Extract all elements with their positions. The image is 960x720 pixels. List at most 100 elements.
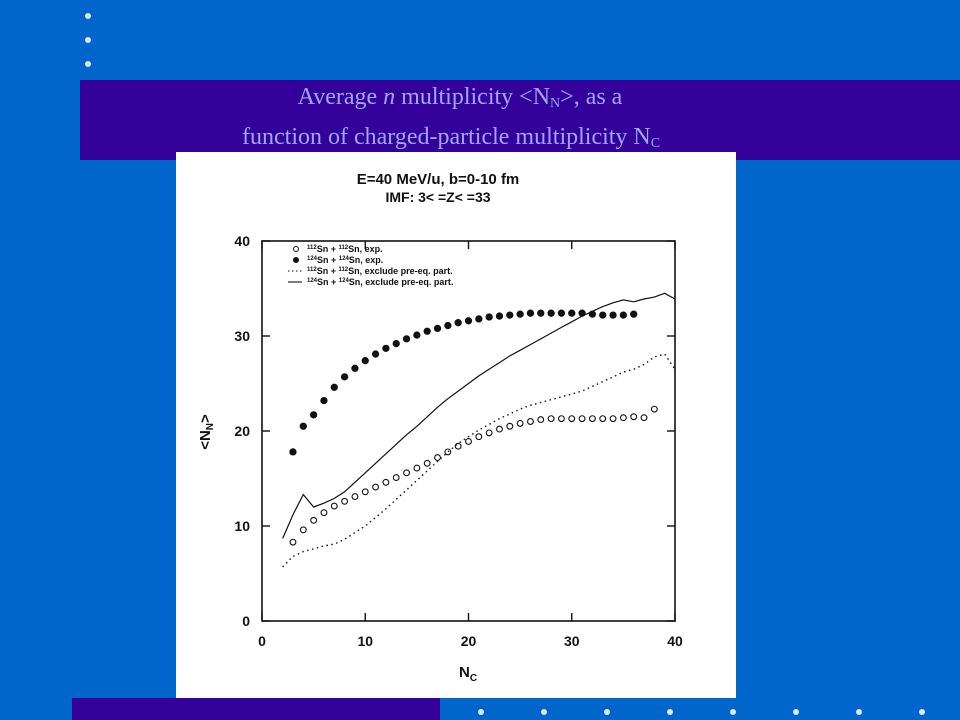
- y-tick-label: 0: [242, 613, 250, 629]
- point-112sn-exp: [351, 493, 359, 500]
- point-124sn-exp: [340, 373, 349, 381]
- point-112sn-exp: [392, 474, 400, 481]
- point-112sn-exp: [320, 509, 328, 517]
- chart-title: E=40 MeV/u, b=0-10 fm: [357, 171, 520, 188]
- point-124sn-exp: [382, 344, 390, 352]
- point-112sn-exp: [578, 415, 586, 423]
- point-112sn-exp: [310, 516, 318, 524]
- point-124sn-exp: [537, 309, 545, 317]
- point-112sn-exp: [506, 422, 514, 430]
- point-112sn-exp: [382, 478, 390, 486]
- point-124sn-exp: [433, 324, 442, 333]
- point-124sn-exp: [371, 350, 380, 358]
- point-124sn-exp: [464, 317, 473, 325]
- point-112sn-exp: [403, 469, 411, 477]
- point-112sn-exp: [289, 538, 297, 546]
- slide-title-line2: function of charged-particle multiplicit…: [242, 124, 661, 151]
- point-112sn-exp: [516, 419, 524, 427]
- decor-dot: [85, 13, 91, 19]
- point-112sn-exp: [423, 459, 431, 467]
- point-124sn-exp: [330, 383, 338, 391]
- point-124sn-exp: [609, 311, 617, 319]
- decor-dot: [793, 709, 799, 715]
- point-124sn-exp: [413, 331, 421, 339]
- legend-label: 112Sn + 112Sn, exclude pre-eq. part.: [307, 266, 453, 276]
- point-112sn-exp: [619, 414, 627, 422]
- decor-dot: [85, 61, 91, 67]
- point-124sn-exp: [309, 411, 318, 419]
- y-tick-label: 40: [234, 233, 250, 249]
- plot-frame: [261, 240, 676, 622]
- point-112sn-exp: [547, 415, 555, 423]
- point-112sn-exp: [588, 415, 596, 423]
- point-112sn-exp: [444, 448, 452, 456]
- point-112sn-exp: [465, 438, 472, 445]
- y-tick-label: 20: [234, 423, 250, 439]
- point-124sn-exp: [495, 312, 504, 320]
- x-tick-label: 10: [357, 633, 373, 649]
- legend-marker: [293, 257, 299, 263]
- point-124sn-exp: [619, 311, 628, 319]
- y-axis-label: <NN>: [197, 414, 216, 450]
- series-112sn-excl-line: [282, 353, 676, 568]
- x-tick-label: 30: [564, 633, 580, 649]
- point-124sn-exp: [402, 335, 411, 343]
- point-112sn-exp: [330, 502, 338, 510]
- point-112sn-exp: [630, 413, 638, 421]
- legend: 112Sn + 112Sn, exp.124Sn + 124Sn, exp.11…: [288, 244, 453, 287]
- legend-label: 124Sn + 124Sn, exclude pre-eq. part.: [307, 277, 453, 287]
- legend-marker: [293, 246, 299, 252]
- point-112sn-exp: [609, 415, 617, 423]
- point-124sn-exp: [568, 309, 576, 317]
- title-band: [80, 80, 960, 160]
- decor-dot: [730, 709, 736, 715]
- point-124sn-exp: [485, 313, 493, 321]
- data-marks: [282, 292, 676, 568]
- bottom-band: [72, 698, 440, 720]
- point-112sn-exp: [599, 415, 607, 423]
- point-112sn-exp: [485, 429, 493, 437]
- point-124sn-exp: [557, 309, 566, 317]
- slide-title-line1: Average n multiplicity <NN>, as a: [297, 84, 623, 111]
- point-124sn-exp: [599, 311, 607, 319]
- point-124sn-exp: [526, 309, 535, 317]
- x-tick-label: 20: [461, 633, 477, 649]
- point-124sn-exp: [320, 396, 328, 405]
- chart: E=40 MeV/u, b=0-10 fm IMF: 3< =Z< =33 0 1…: [197, 171, 683, 684]
- point-124sn-exp: [351, 364, 359, 372]
- point-124sn-exp: [630, 310, 638, 318]
- decor-dot: [667, 709, 673, 715]
- point-124sn-exp: [454, 319, 462, 327]
- point-124sn-exp: [475, 315, 483, 323]
- point-124sn-exp: [299, 422, 307, 430]
- series-124sn-excl-line: [282, 292, 676, 539]
- point-112sn-exp: [299, 526, 307, 534]
- point-112sn-exp: [434, 454, 441, 462]
- point-112sn-exp: [341, 497, 349, 505]
- x-axis-label: NC: [459, 664, 477, 684]
- point-112sn-exp: [475, 433, 483, 441]
- x-tick-label: 0: [258, 633, 266, 649]
- point-124sn-exp: [547, 309, 555, 317]
- point-112sn-exp: [527, 418, 534, 425]
- point-112sn-exp: [568, 415, 576, 423]
- point-112sn-exp: [361, 488, 369, 496]
- point-124sn-exp: [392, 339, 400, 348]
- y-tick-label: 10: [234, 518, 250, 534]
- y-tick-label: 30: [234, 328, 250, 344]
- point-124sn-exp: [289, 448, 297, 456]
- point-112sn-exp: [413, 464, 421, 472]
- point-124sn-exp: [361, 357, 369, 365]
- axis-ticks: 0 10 20 30 40 0 10 20 30 40: [234, 233, 683, 649]
- decor-dot: [85, 37, 91, 43]
- decor-dot: [541, 709, 547, 715]
- point-112sn-exp: [372, 483, 380, 491]
- point-112sn-exp: [496, 425, 503, 433]
- figure-panel: E=40 MeV/u, b=0-10 fm IMF: 3< =Z< =33 0 1…: [176, 152, 736, 698]
- legend-label: 124Sn + 124Sn, exp.: [307, 255, 383, 265]
- decor-dot: [604, 709, 610, 715]
- chart-subtitle: IMF: 3< =Z< =33: [385, 189, 490, 205]
- decor-dot: [856, 709, 862, 715]
- point-124sn-exp: [516, 310, 524, 318]
- decor-dot: [919, 709, 925, 715]
